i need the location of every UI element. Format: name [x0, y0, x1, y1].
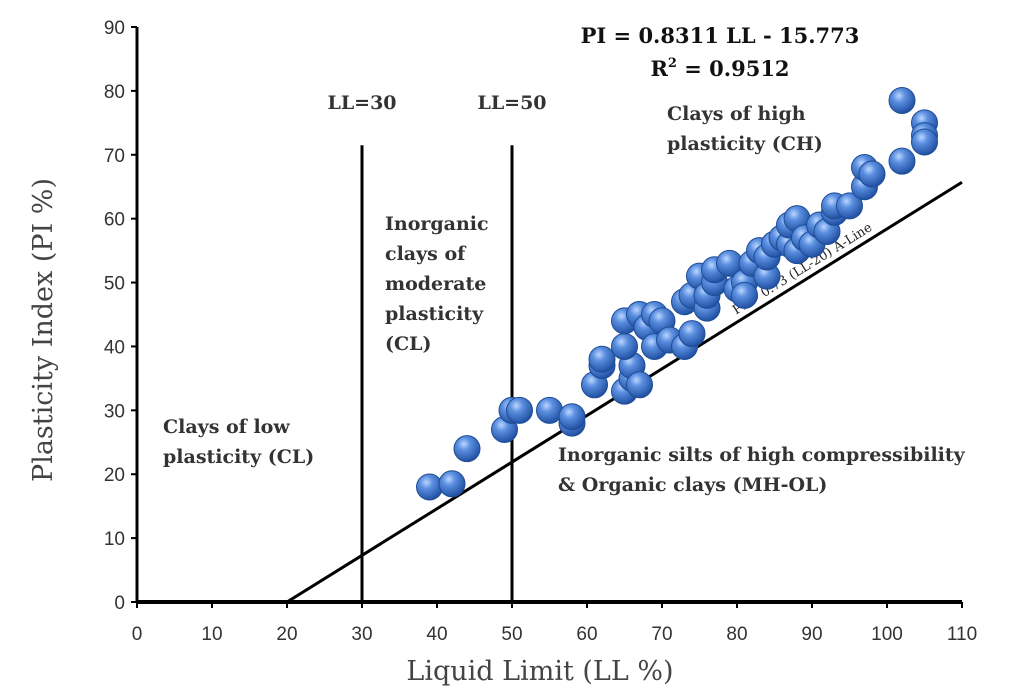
ll-30-label: LL=30 [327, 92, 396, 114]
x-tick-label: 50 [501, 624, 522, 645]
data-point [731, 281, 758, 309]
y-tick-label: 0 [114, 593, 125, 614]
y-tick-label: 80 [104, 82, 125, 103]
x-tick-label: 40 [426, 624, 447, 645]
x-tick-label: 80 [726, 624, 747, 645]
x-tick-label: 90 [801, 624, 822, 645]
x-tick-label: 70 [651, 624, 672, 645]
data-point [858, 160, 886, 188]
data-point [888, 86, 916, 114]
data-point [888, 147, 916, 175]
x-tick-label: 100 [871, 624, 903, 645]
region-label-high: Clays of high plasticity (CH) [667, 103, 823, 155]
data-point [588, 345, 616, 373]
region-label-mh-ol: Inorganic silts of high compressibility &… [558, 444, 966, 496]
y-tick-label: 70 [104, 146, 125, 167]
data-point [536, 396, 563, 424]
labels-layer: Clays of low plasticity (CL) Inorganic clay… [163, 103, 966, 496]
y-tick-label: 90 [104, 18, 125, 39]
data-point [836, 192, 863, 220]
region-label-line: plasticity (CL) [163, 446, 314, 468]
y-tick-label: 50 [104, 274, 125, 295]
axes-layer: 0 10 20 30 40 50 60 70 80 90 0 10 20 30 40 50 60 70 80 90 10… [104, 18, 977, 645]
region-label-line: clays of [385, 243, 467, 265]
region-label-moderate: Inorganic clays of moderate plasticity (CL) [385, 213, 489, 355]
r-squared-value: = 0.9512 [677, 56, 790, 81]
x-tick-label: 30 [351, 624, 372, 645]
region-label-low: Clays of low plasticity (CL) [163, 416, 314, 468]
data-point [678, 320, 706, 348]
y-tick-label: 10 [104, 529, 125, 550]
x-tick-label: 20 [276, 624, 297, 645]
r-squared-symbol: R [650, 56, 668, 81]
data-point [626, 371, 653, 399]
x-tick-label: 110 [947, 624, 977, 645]
region-label-line: plasticity (CH) [667, 133, 823, 155]
region-label-line: Inorganic [385, 213, 489, 235]
data-points-layer [416, 86, 938, 501]
y-tick-label: 60 [104, 210, 125, 231]
region-label-line: Clays of high [667, 103, 806, 125]
trend-equation: PI = 0.8311 LL - 15.773 [581, 23, 860, 48]
x-axis-title: Liquid Limit (LL %) [406, 656, 673, 687]
region-label-line: Clays of low [163, 416, 290, 438]
x-tick-label: 60 [576, 624, 597, 645]
r-squared-label: R2 = 0.9512 [650, 56, 789, 81]
y-tick-label: 20 [104, 465, 125, 486]
y-axis-title: Plasticity Index (PI %) [28, 178, 59, 482]
data-point [453, 435, 481, 463]
y-tick-label: 30 [104, 401, 125, 422]
r-squared-superscript: 2 [668, 56, 677, 71]
data-point [506, 396, 533, 424]
region-label-line: plasticity [385, 303, 484, 325]
region-label-line: moderate [385, 273, 486, 295]
x-tick-label: 10 [201, 624, 222, 645]
x-tick-label: 0 [132, 624, 143, 645]
y-tick-label: 40 [104, 337, 125, 358]
region-label-line: & Organic clays (MH-OL) [558, 474, 827, 496]
region-label-line: Inorganic silts of high compressibility [558, 444, 966, 466]
data-point [438, 470, 466, 498]
data-point [611, 332, 638, 360]
ll-50-label: LL=50 [477, 92, 546, 114]
data-point [558, 403, 586, 431]
region-label-line: (CL) [385, 333, 431, 355]
data-point [416, 473, 443, 501]
data-point [911, 128, 938, 156]
